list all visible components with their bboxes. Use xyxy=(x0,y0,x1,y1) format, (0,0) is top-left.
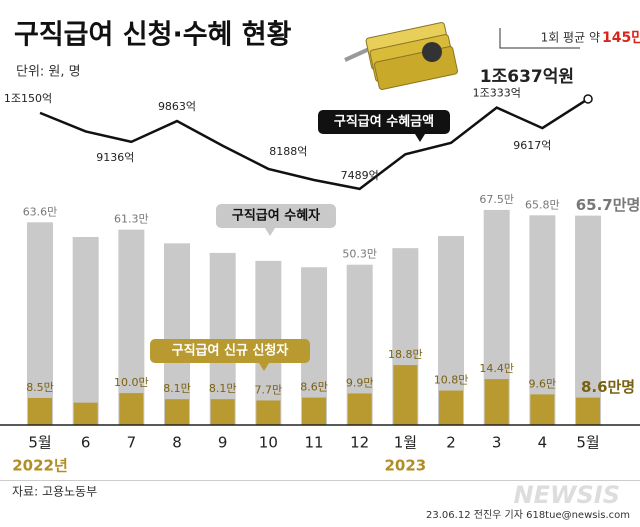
value-label: 50.3만 xyxy=(342,248,377,261)
value-label: 8188억 xyxy=(269,145,307,158)
value-label: 8.1만 xyxy=(209,382,237,395)
value-label: 65.7만명 xyxy=(576,196,640,214)
year-label: 2022년 xyxy=(12,457,68,475)
value-label: 8.5만 xyxy=(26,381,54,394)
x-tick-label: 2 xyxy=(446,434,456,452)
bar xyxy=(439,390,464,425)
bar xyxy=(484,379,509,425)
bar xyxy=(118,229,145,425)
value-label: 14.4만 xyxy=(479,362,514,375)
source: 자료: 고용노동부 xyxy=(12,485,97,499)
money-icon xyxy=(344,22,458,90)
subtitle: 단위: 원, 명 xyxy=(16,65,81,80)
bar xyxy=(72,236,99,425)
legend-label: 구직급여 수혜금액 xyxy=(334,114,434,130)
callout-box xyxy=(318,110,450,134)
callout-pointer xyxy=(259,363,269,371)
value-label: 8.6만명 xyxy=(581,378,635,396)
bar xyxy=(256,400,281,425)
annotation-leader xyxy=(499,28,580,49)
bar xyxy=(28,397,52,425)
series-callout: 구직급여 수혜금액 xyxy=(318,110,450,142)
bar xyxy=(210,399,235,425)
bar xyxy=(164,243,191,425)
x-tick-label: 1월 xyxy=(394,434,417,452)
bar xyxy=(576,397,601,425)
bar xyxy=(529,215,556,425)
legend-label: 구직급여 신규 신청자 xyxy=(172,343,289,359)
bar xyxy=(27,222,53,425)
chart-title: 구직급여 신청·수혜 현황 xyxy=(14,20,292,51)
bar xyxy=(393,365,418,425)
callout-pointer xyxy=(415,134,425,142)
value-label: 1조333억 xyxy=(473,87,521,100)
value-label: 9136억 xyxy=(96,151,134,164)
x-tick-label: 6 xyxy=(81,434,91,452)
series-callout: 구직급여 수혜자 xyxy=(216,204,336,236)
value-label: 7489억 xyxy=(341,169,379,182)
x-tick-label: 8 xyxy=(172,434,182,452)
x-tick-label: 5월 xyxy=(576,434,599,452)
footer-rule xyxy=(0,480,640,481)
watermark: NEWSIS xyxy=(514,481,620,509)
bar xyxy=(119,393,144,425)
value-label: 9863억 xyxy=(158,100,196,113)
x-tick-label: 11 xyxy=(304,434,323,452)
value-label: 9617억 xyxy=(513,139,551,152)
bar xyxy=(347,393,372,425)
value-label: 9.6만 xyxy=(529,377,557,390)
x-tick-label: 7 xyxy=(127,434,137,452)
callout-box xyxy=(216,204,336,228)
value-label: 8.1만 xyxy=(163,382,191,395)
line-end-marker xyxy=(583,94,593,104)
value-label: 7.7만 xyxy=(255,383,283,396)
x-tick-label: 5월 xyxy=(28,434,51,452)
value-label: 1조150억 xyxy=(4,92,52,105)
annotation-highlight: 145만원 xyxy=(602,30,640,46)
value-label: 63.6만 xyxy=(23,205,58,218)
value-label: 10.0만 xyxy=(114,376,149,389)
callout-pointer xyxy=(265,228,275,236)
value-label: 10.8만 xyxy=(434,374,469,387)
bar xyxy=(302,397,327,425)
annotation: 1회 평균 약 xyxy=(541,30,600,45)
series-callout: 구직급여 신규 신청자 xyxy=(150,339,310,371)
value-label: 67.5만 xyxy=(479,193,514,206)
x-tick-label: 12 xyxy=(350,434,369,452)
bar xyxy=(73,402,98,425)
value-label: 9.9만 xyxy=(346,376,374,389)
legend-label: 구직급여 수혜자 xyxy=(232,208,320,224)
bar xyxy=(530,394,555,425)
value-label: 18.8만 xyxy=(388,348,423,361)
value-label: 8.6만 xyxy=(300,381,328,394)
bar xyxy=(575,215,602,425)
bar xyxy=(165,399,190,425)
value-label: 1조637억원 xyxy=(480,67,574,87)
value-label: 65.8만 xyxy=(525,198,560,211)
credit: 23.06.12 전진우 기자 618tue@newsis.com xyxy=(426,509,630,521)
x-tick-label: 9 xyxy=(218,434,228,452)
value-label: 61.3만 xyxy=(114,213,149,226)
bar xyxy=(209,252,236,425)
x-tick-label: 10 xyxy=(259,434,278,452)
year-label: 2023 xyxy=(384,457,426,475)
x-tick-label: 4 xyxy=(538,434,548,452)
x-tick-label: 3 xyxy=(492,434,502,452)
line xyxy=(39,97,589,191)
callout-box xyxy=(150,339,310,363)
